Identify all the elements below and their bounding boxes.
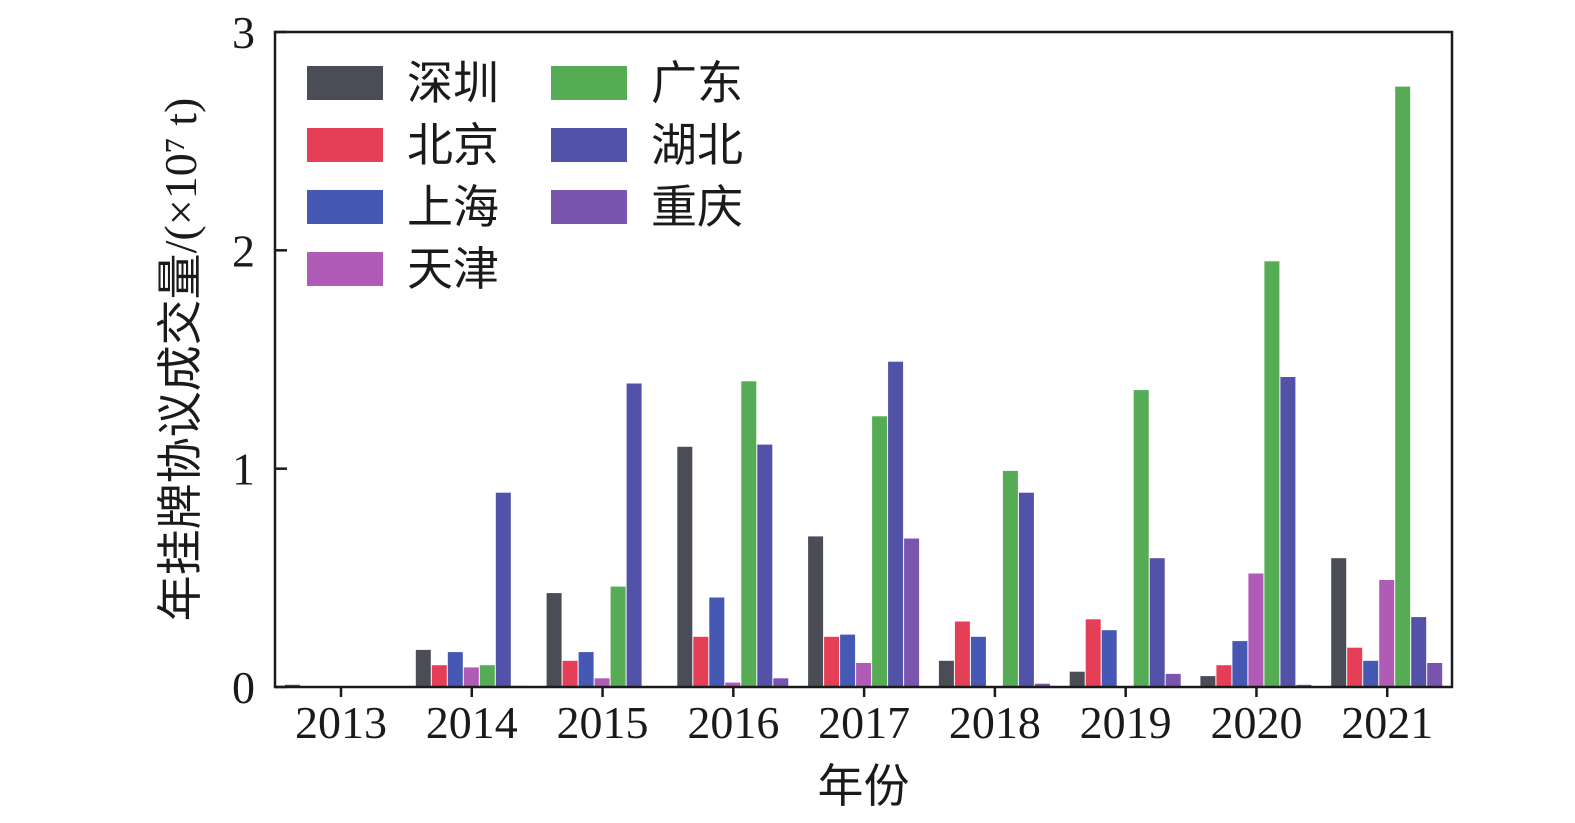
bar-2015-5 (626, 383, 642, 687)
bar-2021-2 (1363, 660, 1379, 687)
bar-2021-3 (1379, 580, 1395, 687)
legend-label: 湖北 (651, 120, 743, 171)
bar-2015-1 (562, 660, 578, 687)
bar-2016-4 (741, 381, 757, 687)
legend-swatch (307, 252, 383, 286)
y-tick-label: 2 (232, 225, 255, 276)
x-tick-label: 2013 (295, 697, 387, 748)
bar-2018-1 (954, 621, 970, 687)
bar-2019-1 (1085, 619, 1101, 687)
bar-2017-4 (872, 416, 888, 687)
bar-2017-0 (808, 536, 824, 687)
y-tick-label: 1 (232, 444, 255, 495)
bar-2020-4 (1264, 261, 1280, 688)
x-tick-label: 2015 (557, 697, 649, 748)
x-tick-label: 2021 (1341, 697, 1433, 748)
legend-swatch (551, 128, 627, 162)
legend-label: 北京 (407, 120, 499, 171)
bar-2019-0 (1069, 671, 1085, 687)
bar-2015-4 (610, 586, 626, 687)
bars (285, 86, 1443, 688)
bar-2017-3 (856, 663, 872, 687)
bar-2016-1 (693, 636, 709, 687)
bar-2020-5 (1280, 377, 1296, 687)
bar-2017-2 (840, 634, 856, 687)
y-axis-title: 年挂牌协议成交量/(×10⁷ t) (155, 98, 206, 622)
x-tick-label: 2017 (818, 697, 910, 748)
bar-2021-4 (1395, 86, 1411, 688)
bar-2016-6 (773, 678, 789, 687)
bar-2021-0 (1331, 558, 1347, 687)
x-tick-label: 2014 (426, 697, 518, 748)
bar-2020-0 (1200, 676, 1216, 687)
bar-2015-0 (546, 593, 562, 687)
bar-2016-0 (677, 446, 693, 687)
y-axis: 0 1 2 3 (232, 7, 287, 713)
bar-2014-2 (447, 652, 463, 687)
bar-2014-0 (415, 649, 431, 687)
legend-swatch (551, 66, 627, 100)
bar-2018-5 (1018, 492, 1034, 687)
y-tick-label: 0 (232, 662, 255, 713)
bar-2017-1 (824, 636, 840, 687)
bar-2021-5 (1411, 617, 1427, 687)
x-axis: 2013 2014 2015 2016 2017 2018 2019 2020 2021 (295, 687, 1433, 748)
y-tick-label: 3 (232, 7, 255, 58)
bar-2014-5 (495, 492, 511, 687)
legend-label: 天津 (407, 244, 499, 295)
bar-2018-0 (938, 660, 954, 687)
bar-2020-2 (1232, 641, 1248, 687)
x-tick-label: 2016 (687, 697, 779, 748)
legend-swatch (551, 190, 627, 224)
x-tick-label: 2018 (949, 697, 1041, 748)
bar-2019-5 (1149, 558, 1165, 687)
bar-2017-6 (904, 538, 920, 687)
bar-2020-1 (1216, 665, 1232, 687)
bar-2016-5 (757, 444, 773, 687)
x-tick-label: 2020 (1210, 697, 1302, 748)
bar-2021-6 (1427, 663, 1443, 687)
legend-swatch (307, 190, 383, 224)
bar-2015-2 (578, 652, 594, 687)
bar-2019-4 (1133, 390, 1149, 687)
legend-label: 上海 (407, 182, 499, 233)
legend-swatch (307, 66, 383, 100)
bar-2018-2 (970, 636, 986, 687)
bar-2015-3 (594, 678, 610, 687)
bar-2018-4 (1002, 470, 1018, 687)
bar-2019-2 (1101, 630, 1117, 687)
bar-2014-3 (463, 667, 479, 687)
bar-2017-5 (888, 361, 904, 687)
x-tick-label: 2019 (1080, 697, 1172, 748)
bar-2014-4 (479, 665, 495, 687)
bar-2016-2 (709, 597, 725, 687)
legend-label: 广东 (651, 58, 743, 109)
bar-2019-6 (1165, 673, 1181, 687)
bar-2020-3 (1248, 573, 1264, 687)
x-axis-title: 年份 (818, 761, 910, 812)
legend-label: 深圳 (407, 58, 499, 109)
legend-swatch (307, 128, 383, 162)
bar-2014-1 (431, 665, 447, 687)
bar-2016-3 (725, 682, 741, 687)
bar-2021-1 (1347, 647, 1363, 687)
legend-label: 重庆 (651, 182, 743, 233)
bar-2018-6 (1034, 683, 1050, 687)
